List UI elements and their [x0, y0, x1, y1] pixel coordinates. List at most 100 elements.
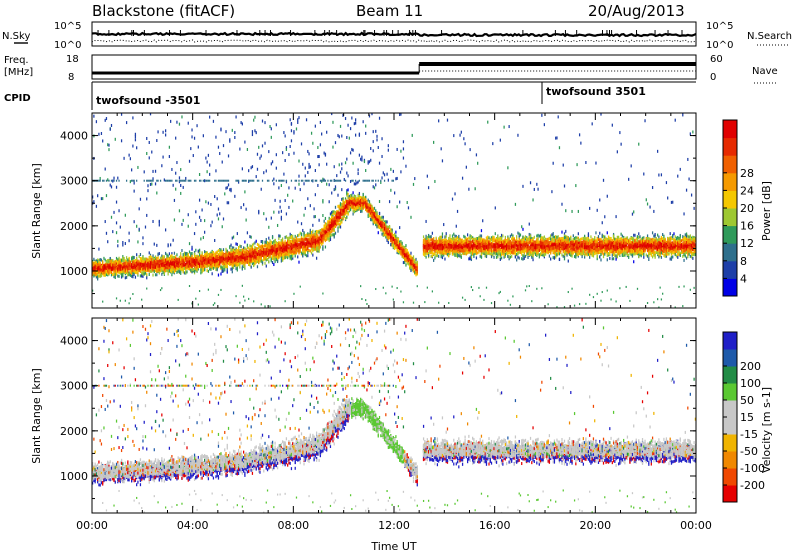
heatmap-cell	[225, 259, 227, 263]
heatmap-cell	[293, 250, 295, 254]
heatmap-cell	[241, 265, 243, 269]
heatmap-cell	[202, 266, 204, 270]
heatmap-cell	[222, 144, 225, 148]
heatmap-cell	[253, 255, 255, 259]
heatmap-cell	[203, 179, 206, 183]
heatmap-cell	[302, 239, 304, 243]
heatmap-cell	[337, 133, 339, 137]
heatmap-cell	[93, 114, 95, 118]
heatmap-cell	[103, 264, 105, 268]
heatmap-cell	[137, 240, 139, 244]
heatmap-cell	[175, 136, 177, 140]
heatmap-cell	[324, 216, 327, 220]
heatmap-cell	[217, 263, 220, 267]
heatmap-cell	[227, 260, 230, 264]
heatmap-cell	[292, 246, 294, 250]
heatmap-cell	[195, 222, 197, 226]
heatmap-cell	[95, 265, 98, 269]
heatmap-cell	[177, 298, 179, 301]
heatmap-cell	[149, 179, 152, 182]
heatmap-cell	[292, 242, 294, 246]
heatmap-cell	[299, 231, 301, 235]
heatmap-cell	[232, 266, 235, 270]
heatmap-cell	[100, 265, 103, 269]
heatmap-cell	[173, 255, 176, 259]
heatmap-cell	[270, 135, 272, 139]
heatmap-cell	[284, 199, 286, 203]
heatmap-cell	[232, 259, 235, 263]
heatmap-cell	[289, 232, 291, 236]
heatmap-cell	[229, 257, 231, 261]
heatmap-cell	[171, 265, 173, 269]
heatmap-cell	[216, 262, 218, 266]
heatmap-cell	[212, 266, 215, 270]
heatmap-cell	[181, 264, 183, 268]
heatmap-cell	[190, 263, 192, 267]
heatmap-cell	[260, 244, 262, 248]
heatmap-cell	[173, 261, 176, 265]
heatmap-cell	[265, 217, 267, 221]
heatmap-cell	[215, 261, 217, 265]
heatmap-cell	[249, 244, 251, 248]
heatmap-cell	[115, 270, 118, 274]
heatmap-cell	[187, 264, 189, 268]
heatmap-cell	[284, 159, 286, 163]
heatmap-cell	[300, 237, 303, 241]
heatmap-cell	[251, 247, 254, 251]
heatmap-cell	[214, 195, 216, 199]
heatmap-cell	[239, 250, 241, 254]
heatmap-cell	[290, 250, 293, 254]
heatmap-cell	[308, 233, 310, 237]
heatmap-cell	[282, 246, 284, 250]
heatmap-cell	[148, 140, 150, 144]
heatmap-cell	[198, 250, 201, 254]
heatmap-cell	[251, 259, 254, 263]
heatmap-cell	[217, 293, 220, 296]
heatmap-cell	[120, 275, 123, 279]
heatmap-cell	[322, 177, 324, 181]
nsky-label: N.Sky	[2, 31, 30, 42]
heatmap-cell	[142, 274, 144, 278]
heatmap-cell	[209, 263, 211, 267]
heatmap-cell	[298, 159, 300, 163]
heatmap-cell	[214, 252, 216, 256]
heatmap-cell	[328, 231, 330, 235]
heatmap-cell	[98, 267, 100, 271]
heatmap-cell	[207, 179, 210, 182]
heatmap-cell	[161, 254, 163, 258]
heatmap-cell	[107, 260, 109, 264]
heatmap-cell	[317, 234, 319, 238]
heatmap-cell	[231, 252, 233, 256]
heatmap-cell	[122, 268, 124, 272]
heatmap-cell	[290, 254, 293, 258]
heatmap-cell	[173, 270, 176, 274]
heatmap-cell	[232, 255, 235, 259]
heatmap-cell	[104, 118, 106, 122]
heatmap-cell	[115, 185, 118, 189]
heatmap-cell	[232, 251, 235, 255]
heatmap-cell	[192, 260, 194, 264]
heatmap-cell	[139, 266, 142, 270]
heatmap-cell	[299, 285, 301, 288]
heatmap-cell	[188, 159, 191, 163]
heatmap-cell	[244, 246, 246, 250]
heatmap-cell	[307, 238, 309, 242]
heatmap-cell	[313, 215, 315, 219]
heatmap-cell	[324, 152, 327, 156]
heatmap-cell	[163, 271, 165, 275]
heatmap-cell	[176, 120, 178, 124]
heatmap-cell	[268, 236, 270, 240]
heatmap-cell	[115, 259, 118, 263]
heatmap-cell	[191, 265, 193, 269]
heatmap-cell	[112, 179, 114, 183]
heatmap-cell	[279, 247, 281, 251]
heatmap-cell	[308, 244, 310, 248]
heatmap-cell	[103, 273, 105, 277]
heatmap-cell	[115, 268, 118, 272]
heatmap-cell	[268, 260, 270, 264]
heatmap-cell	[284, 248, 286, 252]
heatmap-cell	[317, 155, 319, 159]
heatmap-cell	[236, 232, 238, 236]
heatmap-cell	[171, 252, 173, 256]
heatmap-cell	[222, 253, 225, 257]
